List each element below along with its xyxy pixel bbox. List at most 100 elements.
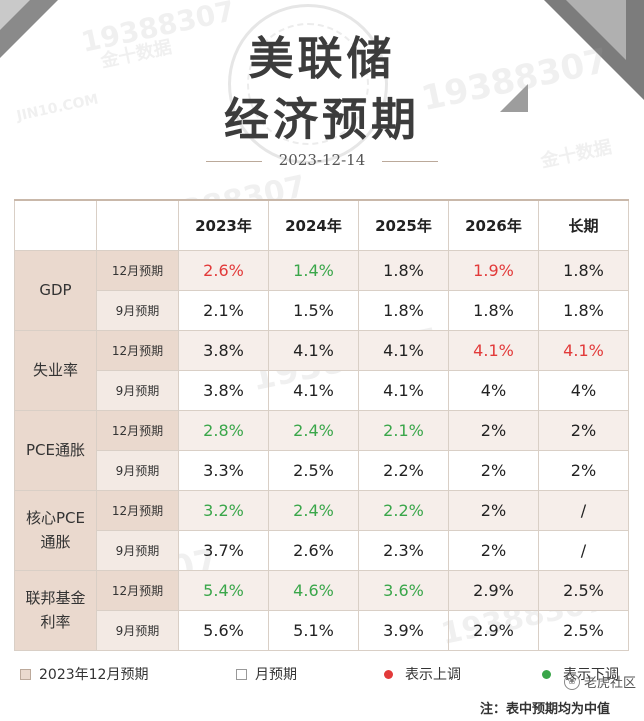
brand-label: 老虎社区 xyxy=(583,676,636,691)
table-cell-value: 3.2% xyxy=(178,489,269,531)
table-cell-value: 1.8% xyxy=(538,249,629,291)
table-cell-value: 1.5% xyxy=(268,289,359,331)
table-cell-value: 5.1% xyxy=(268,609,359,651)
table-corner xyxy=(14,199,97,251)
table-row: 核心PCE 通胀 12月预期 3.2% 2.4% 2.2% 2% / xyxy=(14,489,629,571)
category-label: 失业率 xyxy=(14,329,97,411)
table-row: 9月预期 3.7% 2.6% 2.3% 2% / xyxy=(15,529,629,571)
column-header: 2025年 xyxy=(358,199,449,251)
table-cell-value: 4.1% xyxy=(538,329,629,371)
table-body: GDP 12月预期 2.6% 1.4% 1.8% 1.9% 1.8% 9月预期 2.1% 1.5%… xyxy=(14,249,629,651)
table-cell-value: 3.7% xyxy=(178,529,269,571)
category-label: 核心PCE 通胀 xyxy=(14,489,97,571)
date-divider-left xyxy=(206,161,262,162)
table-cell-value: 2.6% xyxy=(178,249,269,291)
projection-period-label: 12月预期 xyxy=(96,249,179,291)
page-title-line1: 美联储 xyxy=(248,32,396,85)
table-cell-value: 4.1% xyxy=(358,329,449,371)
legend-december: 2023年12月预期 xyxy=(20,664,148,684)
category-label-line: 利率 xyxy=(40,613,71,631)
table-row: 9月预期 2.1% 1.5% 1.8% 1.8% 1.8% xyxy=(15,289,629,331)
table-cell-value: 3.9% xyxy=(358,609,449,651)
category-label-line: 联邦基金 xyxy=(25,589,86,607)
table-row: 联邦基金 利率 12月预期 5.4% 4.6% 3.6% 2.9% 2.5% xyxy=(14,569,629,651)
legend-dot-red-icon xyxy=(384,669,393,679)
legend-september: 月预期 xyxy=(236,664,297,684)
page-title-line2: 经济预期 xyxy=(223,93,420,146)
table-cell-value: 2.4% xyxy=(268,489,359,531)
table-cell-value: 5.4% xyxy=(178,569,269,611)
table-cell-value: 4% xyxy=(448,369,539,411)
table-cell-value: 2.1% xyxy=(358,409,449,451)
projection-period-label: 9月预期 xyxy=(96,369,179,411)
table-cell-value: 1.9% xyxy=(448,249,539,291)
category-label-line: 通胀 xyxy=(40,533,71,551)
column-header: 长期 xyxy=(538,199,629,251)
table-cell-value: 4% xyxy=(538,369,629,411)
category-label: 联邦基金 利率 xyxy=(14,569,97,651)
corner-decoration-top-left-inner xyxy=(0,0,30,30)
table-cell-value: 3.6% xyxy=(358,569,449,611)
table-cell-value: 1.8% xyxy=(358,249,449,291)
table-cell-value: 4.1% xyxy=(448,329,539,371)
table-cell-value: 2% xyxy=(448,489,539,531)
table-row: 9月预期 3.8% 4.1% 4.1% 4% 4% xyxy=(15,369,629,411)
table-row: 9月预期 3.3% 2.5% 2.2% 2% 2% xyxy=(15,449,629,491)
brand-badge: ❀ 老虎社区 xyxy=(563,672,636,691)
projection-table: 2023年 2024年 2025年 2026年 长期 GDP 12月预期 2.6% 1… xyxy=(14,199,629,651)
table-cell-value: 2.2% xyxy=(358,489,449,531)
table-row: 9月预期 5.6% 5.1% 3.9% 2.9% 2.5% xyxy=(15,609,629,651)
projection-period-label: 9月预期 xyxy=(96,529,179,571)
table-cell-value: 4.6% xyxy=(268,569,359,611)
table-cell-value: / xyxy=(538,529,629,571)
legend-swatch-empty xyxy=(236,668,247,680)
tiger-paw-icon: ❀ xyxy=(563,673,580,690)
date-divider-right xyxy=(382,161,438,162)
legend-up: 表示上调 xyxy=(384,664,461,684)
legend-label: 2023年12月预期 xyxy=(39,667,149,683)
fed-seal-watermark xyxy=(228,4,388,164)
legend-label: 月预期 xyxy=(255,667,297,683)
legend-swatch-filled xyxy=(20,668,31,680)
table-cell-value: 2.4% xyxy=(268,409,359,451)
projection-period-label: 12月预期 xyxy=(96,409,179,451)
legend-label: 表示上调 xyxy=(405,667,461,683)
table-cell-value: 4.1% xyxy=(268,329,359,371)
projection-period-label: 12月预期 xyxy=(96,569,179,611)
projection-period-label: 9月预期 xyxy=(96,289,179,331)
table-cell-value: 2.8% xyxy=(178,409,269,451)
projection-period-label: 9月预期 xyxy=(96,449,179,491)
table-cell-value: 2.1% xyxy=(178,289,269,331)
triangle-decoration xyxy=(500,84,528,112)
table-header-row: 2023年 2024年 2025年 2026年 长期 xyxy=(14,199,629,251)
table-cell-value: 2.5% xyxy=(268,449,359,491)
projection-period-label: 9月预期 xyxy=(96,609,179,651)
table-cell-value: 5.6% xyxy=(178,609,269,651)
table-row: 失业率 12月预期 3.8% 4.1% 4.1% 4.1% 4.1% xyxy=(14,329,629,411)
table-cell-value: 2.9% xyxy=(448,569,539,611)
table-cell-value: 3.8% xyxy=(178,329,269,371)
fed-seal-inner-ring xyxy=(247,23,369,145)
table-cell-value: 2% xyxy=(538,449,629,491)
table-row: GDP 12月预期 2.6% 1.4% 1.8% 1.9% 1.8% xyxy=(14,249,629,331)
corner-decoration-top-right-inner xyxy=(566,0,626,60)
category-label-line: 核心PCE xyxy=(26,509,85,527)
table-corner xyxy=(96,199,179,251)
table-cell-value: 2.2% xyxy=(358,449,449,491)
column-header: 2026年 xyxy=(448,199,539,251)
table-cell-value: 4.1% xyxy=(358,369,449,411)
report-date: 2023-12-14 xyxy=(278,151,366,169)
table-cell-value: 2.9% xyxy=(448,609,539,651)
table-cell-value: 4.1% xyxy=(268,369,359,411)
table-cell-value: / xyxy=(538,489,629,531)
column-header: 2024年 xyxy=(268,199,359,251)
table-cell-value: 2% xyxy=(538,409,629,451)
footnote: 注：表中预期均为中值 xyxy=(479,702,610,717)
projection-period-label: 12月预期 xyxy=(96,489,179,531)
table-cell-value: 3.8% xyxy=(178,369,269,411)
table-cell-value: 2.5% xyxy=(538,569,629,611)
table-row: PCE通胀 12月预期 2.8% 2.4% 2.1% 2% 2% xyxy=(14,409,629,491)
table-cell-value: 2% xyxy=(448,449,539,491)
table-cell-value: 2% xyxy=(448,409,539,451)
table-cell-value: 1.4% xyxy=(268,249,359,291)
